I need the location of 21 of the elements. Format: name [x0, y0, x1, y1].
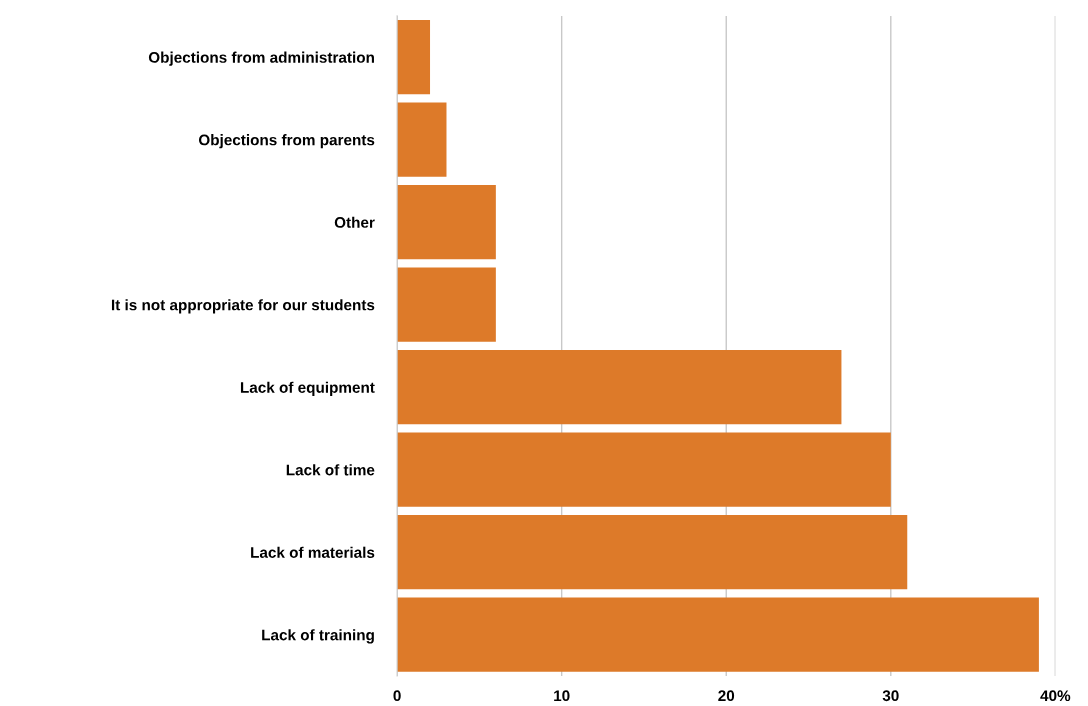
- x-tick-label: 40%: [1040, 690, 1071, 702]
- x-tick-label: 0: [393, 690, 401, 702]
- y-tick-label: Objections from administration: [148, 51, 374, 66]
- bar: [397, 515, 908, 590]
- y-tick-label: Lack of training: [262, 629, 374, 644]
- bar: [397, 350, 842, 425]
- y-tick-label: Lack of equipment: [240, 381, 375, 396]
- bar: [397, 432, 891, 507]
- bar: [397, 20, 431, 95]
- x-tick-label: 20: [718, 690, 735, 702]
- bar: [397, 597, 1039, 672]
- y-tick-label: It is not appropriate for our students: [111, 299, 375, 314]
- x-tick-label: 30: [882, 690, 899, 702]
- y-tick-label: Objections from parents: [198, 134, 375, 149]
- y-tick-label: Lack of time: [286, 464, 375, 476]
- bar: [397, 102, 447, 177]
- bar: [397, 185, 496, 260]
- x-tick-label: 10: [554, 690, 570, 702]
- y-tick-label: Lack of materials: [251, 546, 375, 558]
- bar: [397, 267, 496, 342]
- y-tick-label: Other: [334, 216, 375, 228]
